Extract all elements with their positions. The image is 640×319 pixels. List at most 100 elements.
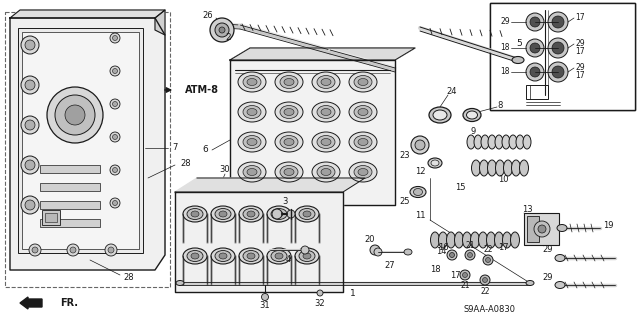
Circle shape [21, 36, 39, 54]
Circle shape [301, 246, 309, 254]
Circle shape [110, 165, 120, 175]
Ellipse shape [247, 108, 257, 115]
Circle shape [110, 66, 120, 76]
Ellipse shape [504, 160, 513, 176]
Ellipse shape [479, 232, 488, 248]
Ellipse shape [211, 206, 235, 222]
Ellipse shape [481, 135, 489, 149]
Ellipse shape [474, 135, 482, 149]
Ellipse shape [512, 56, 524, 63]
Circle shape [534, 221, 550, 237]
Ellipse shape [271, 209, 287, 219]
Ellipse shape [470, 232, 479, 248]
Ellipse shape [247, 168, 257, 175]
Ellipse shape [317, 106, 335, 118]
Bar [490, 3, 635, 110]
Circle shape [317, 290, 323, 296]
Circle shape [449, 253, 454, 257]
Circle shape [29, 244, 41, 256]
Ellipse shape [211, 248, 235, 264]
Ellipse shape [243, 166, 261, 179]
Circle shape [113, 167, 118, 173]
Ellipse shape [303, 211, 311, 217]
Ellipse shape [431, 232, 440, 248]
Text: 6: 6 [202, 145, 208, 154]
Circle shape [552, 42, 564, 54]
Circle shape [463, 272, 467, 278]
Ellipse shape [299, 250, 315, 262]
Ellipse shape [428, 158, 442, 168]
Bar [527, 216, 539, 242]
Circle shape [486, 257, 490, 263]
Circle shape [552, 16, 564, 28]
Text: 18: 18 [429, 265, 440, 275]
Circle shape [110, 99, 120, 109]
Ellipse shape [354, 166, 372, 179]
Ellipse shape [354, 136, 372, 149]
Polygon shape [10, 10, 165, 18]
Circle shape [70, 247, 76, 253]
Ellipse shape [438, 232, 447, 248]
Circle shape [47, 87, 103, 143]
Ellipse shape [463, 232, 472, 248]
Ellipse shape [275, 162, 303, 182]
Ellipse shape [243, 250, 259, 262]
Ellipse shape [280, 106, 298, 118]
Ellipse shape [284, 108, 294, 115]
Polygon shape [155, 10, 165, 35]
Ellipse shape [191, 253, 199, 259]
Ellipse shape [488, 135, 496, 149]
Text: 19: 19 [603, 220, 613, 229]
Circle shape [548, 38, 568, 58]
Ellipse shape [463, 108, 481, 122]
Ellipse shape [219, 253, 227, 259]
Ellipse shape [413, 189, 422, 196]
Text: FR.: FR. [60, 298, 78, 308]
Ellipse shape [349, 72, 377, 92]
Circle shape [210, 18, 234, 42]
Ellipse shape [358, 138, 368, 145]
Ellipse shape [187, 250, 203, 262]
Ellipse shape [183, 206, 207, 222]
Text: 10: 10 [498, 175, 508, 184]
Circle shape [113, 135, 118, 139]
Circle shape [25, 120, 35, 130]
Ellipse shape [239, 206, 263, 222]
Circle shape [262, 293, 269, 300]
Circle shape [113, 101, 118, 107]
Ellipse shape [516, 135, 524, 149]
Text: 3: 3 [282, 197, 288, 206]
Text: 20: 20 [365, 235, 375, 244]
Ellipse shape [312, 132, 340, 152]
Ellipse shape [555, 255, 565, 262]
Circle shape [370, 245, 380, 255]
Ellipse shape [349, 162, 377, 182]
Circle shape [21, 156, 39, 174]
Circle shape [415, 140, 425, 150]
Circle shape [55, 95, 95, 135]
Text: 26: 26 [202, 11, 213, 20]
Ellipse shape [275, 253, 283, 259]
Text: 29: 29 [575, 63, 584, 72]
Ellipse shape [431, 160, 439, 166]
Ellipse shape [467, 135, 475, 149]
Ellipse shape [354, 106, 372, 118]
Bar [526, 85, 548, 99]
Circle shape [110, 198, 120, 208]
Circle shape [215, 23, 229, 37]
Ellipse shape [275, 102, 303, 122]
Ellipse shape [358, 168, 368, 175]
Circle shape [67, 244, 79, 256]
Polygon shape [10, 18, 165, 270]
Ellipse shape [267, 248, 291, 264]
Ellipse shape [312, 72, 340, 92]
Text: 21: 21 [465, 241, 475, 249]
Ellipse shape [502, 135, 510, 149]
Circle shape [538, 225, 546, 233]
Ellipse shape [509, 135, 517, 149]
Ellipse shape [176, 280, 184, 286]
Ellipse shape [557, 225, 567, 232]
Circle shape [65, 105, 85, 125]
Circle shape [526, 13, 544, 31]
Ellipse shape [243, 136, 261, 149]
